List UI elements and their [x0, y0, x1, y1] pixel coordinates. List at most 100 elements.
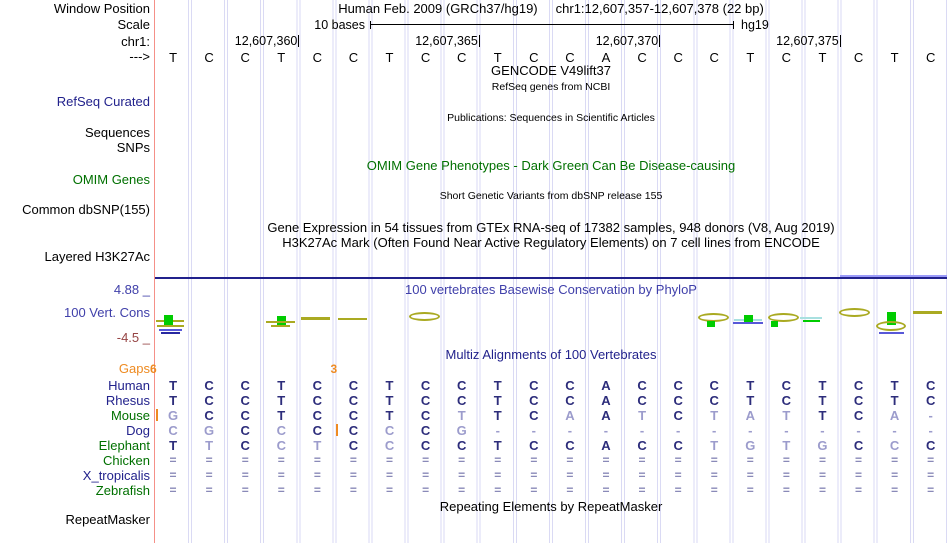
- conservation-glyph-cdash: [800, 317, 822, 319]
- multiz-row-rhesus[interactable]: Rhesus T C C T C C T C C T C C A C C C T C T C T C: [0, 393, 950, 408]
- sidebar-label-refseq-curated[interactable]: RefSeq Curated: [56, 94, 150, 109]
- species-label[interactable]: Elephant: [98, 438, 150, 453]
- reference-base: C: [348, 50, 359, 65]
- chrom-label: chr1:: [121, 34, 150, 49]
- aligned-base: =: [349, 453, 357, 467]
- sidebar-label-snps[interactable]: SNPs: [116, 140, 150, 155]
- conservation-glyph-bdash: [733, 322, 763, 324]
- strand-label[interactable]: --->: [129, 49, 150, 64]
- conservation-glyph-oell: [768, 313, 799, 322]
- aligned-base: =: [422, 468, 430, 482]
- aligned-base: C: [529, 378, 539, 393]
- aligned-base: =: [638, 468, 646, 482]
- species-label[interactable]: X_tropicalis: [82, 468, 150, 483]
- multiz-row-mouse[interactable]: Mouse G C C T C C T C T T C A A T C T A T T C A -: [0, 408, 950, 423]
- aligned-base: C: [204, 378, 214, 393]
- aligned-base: =: [818, 468, 826, 482]
- aligned-base: T: [890, 393, 899, 408]
- species-label[interactable]: Rhesus: [105, 393, 150, 408]
- aligned-base: C: [709, 378, 719, 393]
- aligned-base: =: [169, 468, 177, 482]
- sidebar-label-omim-genes[interactable]: OMIM Genes: [72, 172, 150, 187]
- gencode-track-title[interactable]: GENCODE V49lift37: [491, 63, 611, 78]
- conservation-glyph-oell: [839, 308, 870, 317]
- species-label[interactable]: Dog: [126, 423, 150, 438]
- aligned-base: =: [277, 453, 285, 467]
- aligned-bases: = = = = = = = = = = = = = = = = = = = = = =: [155, 483, 949, 498]
- aligned-base: =: [169, 453, 177, 467]
- aligned-base: C: [420, 408, 431, 423]
- insertion-marker: [336, 424, 339, 436]
- aligned-base: =: [855, 483, 863, 497]
- sidebar-label-layered-h3k27ac[interactable]: Layered H3K27Ac: [44, 249, 150, 264]
- conservation-glyph-gbar: [164, 315, 173, 327]
- species-label[interactable]: Mouse: [110, 408, 150, 423]
- coordinate-tick-label: 12,607,370: [563, 35, 661, 47]
- aligned-base: -: [531, 423, 536, 438]
- aligned-base: C: [925, 438, 936, 453]
- species-label[interactable]: Human: [108, 378, 150, 393]
- aligned-base: =: [674, 483, 682, 497]
- aligned-base: A: [601, 378, 611, 393]
- h3k27ac-signal-segment: [840, 275, 947, 277]
- sidebar-label-gaps[interactable]: Gaps: [118, 361, 150, 376]
- dbsnp-track-title[interactable]: Short Genetic Variants from dbSNP releas…: [439, 190, 663, 202]
- multiz-row-dog[interactable]: Dog C G C C C C C C G - - - - - - - - - - - - -: [0, 423, 950, 438]
- aligned-base: A: [601, 438, 611, 453]
- species-label[interactable]: Zebrafish: [95, 483, 150, 498]
- conservation-glyph-gbar: [771, 321, 778, 327]
- aligned-base: =: [277, 468, 285, 482]
- sidebar-label-sequences[interactable]: Sequences: [84, 125, 150, 140]
- multiz-row-elephant[interactable]: Elephant T T C C T C C C C T C C A C C T G T G C C C: [0, 438, 950, 453]
- aligned-base: T: [782, 438, 791, 453]
- aligned-base: C: [420, 393, 431, 408]
- multiz-row-human[interactable]: Human T C C T C C T C C T C C A C C C T C T C T C: [0, 378, 950, 393]
- conservation-track-title[interactable]: 100 vertebrates Basewise Conservation by…: [405, 282, 697, 297]
- multiz-row-chicken[interactable]: Chicken = = = = = = = = = = = = = = = = = = = = = =: [0, 453, 950, 468]
- omim-track-title[interactable]: OMIM Gene Phenotypes - Dark Green Can Be…: [366, 158, 736, 173]
- aligned-base: =: [494, 453, 502, 467]
- aligned-base: =: [674, 453, 682, 467]
- aligned-base: C: [240, 438, 250, 453]
- insertion-marker: [156, 409, 158, 421]
- aligned-base: =: [386, 483, 394, 497]
- multiz-row-zebrafish[interactable]: Zebrafish = = = = = = = = = = = = = = = = = = = = = =: [0, 483, 950, 498]
- reference-base: C: [420, 50, 431, 65]
- aligned-base: T: [385, 378, 394, 393]
- reference-base: C: [529, 50, 539, 65]
- aligned-base: =: [602, 468, 610, 482]
- aligned-base: G: [817, 438, 828, 453]
- aligned-base: T: [169, 438, 178, 453]
- gtex-track-title[interactable]: Gene Expression in 54 tissues from GTEx …: [267, 220, 835, 235]
- aligned-base: T: [493, 408, 502, 423]
- aligned-base: =: [818, 453, 826, 467]
- conservation-glyph-gbar: [887, 312, 896, 325]
- sidebar-label-repeatmasker[interactable]: RepeatMasker: [65, 512, 150, 527]
- assembly-tag: hg19: [741, 18, 769, 32]
- aligned-base: A: [565, 408, 575, 423]
- aligned-base: =: [422, 453, 430, 467]
- aligned-base: C: [529, 438, 539, 453]
- sidebar-label-common-dbsnp[interactable]: Common dbSNP(155): [22, 202, 150, 217]
- conservation-glyph-odash: [271, 325, 290, 327]
- sidebar-label-100-vert-cons[interactable]: 100 Vert. Cons: [64, 305, 150, 320]
- aligned-base: -: [892, 423, 897, 438]
- aligned-base: C: [925, 378, 936, 393]
- multiz-track-title[interactable]: Multiz Alignments of 100 Vertebrates: [445, 347, 657, 362]
- aligned-base: =: [205, 483, 213, 497]
- aligned-base: C: [673, 393, 683, 408]
- aligned-base: C: [312, 378, 323, 393]
- h3k27ac-track-title[interactable]: H3K27Ac Mark (Often Found Near Active Re…: [282, 235, 820, 250]
- repeatmasker-track-title[interactable]: Repeating Elements by RepeatMasker: [439, 499, 663, 514]
- aligned-base: =: [169, 483, 177, 497]
- window-position-label: Window Position: [53, 1, 150, 16]
- aligned-base: C: [456, 438, 467, 453]
- refseq-track-title[interactable]: RefSeq genes from NCBI: [491, 81, 611, 93]
- species-label[interactable]: Chicken: [103, 453, 150, 468]
- publications-track-title[interactable]: Publications: Sequences in Scientific Ar…: [447, 112, 655, 124]
- multiz-row-x_tropicalis[interactable]: X_tropicalis = = = = = = = = = = = = = = = = = = = = = =: [0, 468, 950, 483]
